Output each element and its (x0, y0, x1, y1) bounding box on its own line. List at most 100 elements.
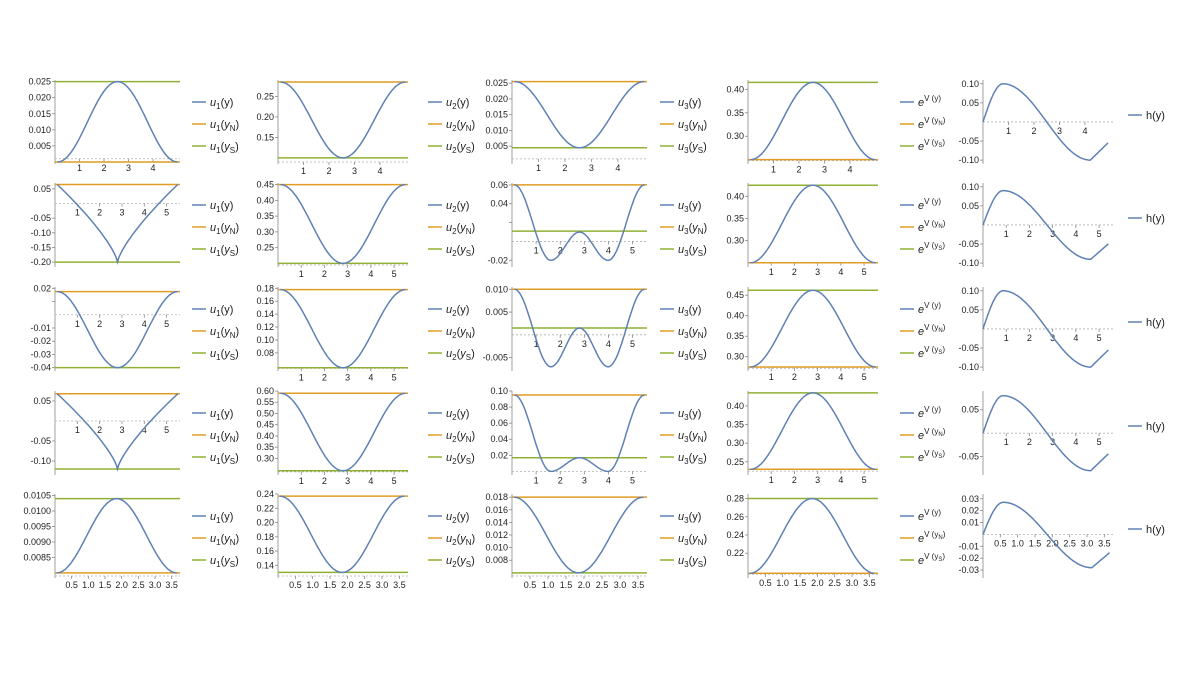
x-tick-label: 2.0 (578, 580, 591, 590)
x-tick-label: 3 (582, 475, 587, 485)
x-tick-label: 2.5 (132, 580, 145, 590)
x-tick-label: 2 (322, 269, 327, 279)
legend-label: u1(yS) (210, 555, 239, 569)
legend-label: u2(yN) (446, 222, 475, 236)
y-tick-label: -0.15 (30, 242, 51, 252)
y-tick-label: -0.03 (958, 565, 979, 575)
curve-r3-eV (750, 289, 876, 368)
x-tick-label: 2 (322, 476, 327, 486)
y-tick-label: 0.30 (256, 227, 274, 237)
legend-label: u3(yN) (678, 533, 707, 547)
x-tick-label: 2.0 (341, 580, 354, 590)
legend: h(y) (1128, 110, 1165, 122)
y-tick-label: -0.04 (30, 363, 51, 373)
x-tick-label: 2 (1027, 333, 1032, 343)
y-tick-label: 0.28 (726, 494, 744, 504)
y-tick-label: 0.16 (256, 296, 274, 306)
y-tick-label: 0.25 (256, 91, 274, 101)
y-tick-label: 0.22 (726, 548, 744, 558)
y-tick-label: 0.30 (726, 352, 744, 362)
y-tick-label: 0.50 (256, 408, 274, 418)
x-tick-label: 1 (77, 163, 82, 173)
y-tick-label: -0.10 (30, 228, 51, 238)
legend-label: u1(yS) (210, 141, 239, 155)
legend-label: u1(yN) (210, 326, 239, 340)
y-tick-label: 0.025 (28, 77, 51, 87)
x-tick-label: 3.5 (393, 580, 406, 590)
legend-label: u1(yN) (210, 222, 239, 236)
x-tick-label: 1 (769, 372, 774, 382)
y-tick-label: 0.020 (28, 93, 51, 103)
x-tick-label: 5 (862, 372, 867, 382)
curve-r4-h (982, 394, 1109, 472)
y-tick-label: 0.08 (490, 402, 508, 412)
legend-label: u1(yS) (210, 452, 239, 466)
y-tick-label: 0.012 (485, 530, 508, 540)
x-tick-label: 1.0 (82, 580, 95, 590)
y-tick-label: 0.01 (961, 518, 979, 528)
y-tick-label: 0.02 (33, 283, 51, 293)
y-tick-label: -0.01 (30, 323, 51, 333)
legend-label: u1(y) (210, 511, 233, 525)
x-tick-label: 4 (368, 372, 373, 382)
x-tick-label: 3.0 (149, 580, 162, 590)
x-tick-label: 2 (792, 267, 797, 277)
legend-label: h(y) (1146, 110, 1165, 122)
x-tick-label: 3 (589, 163, 594, 173)
x-tick-label: 2 (97, 425, 102, 435)
y-tick-label: 0.008 (485, 555, 508, 565)
curve-r5-eV (749, 497, 875, 575)
legend: u1(y) u1(yN) u1(yS) (192, 97, 239, 155)
legend-label: u3(y) (678, 97, 701, 111)
x-tick-label: 5 (630, 475, 635, 485)
x-tick-label: 0.5 (289, 580, 302, 590)
x-tick-label: 2 (1031, 126, 1036, 136)
x-tick-label: 3.0 (376, 580, 389, 590)
legend-label: u1(y) (210, 97, 233, 111)
curve-r4-eV (750, 392, 876, 471)
y-tick-label: 0.0085 (23, 552, 51, 562)
x-tick-label: 3 (119, 319, 124, 329)
y-tick-label: 0.02 (961, 506, 979, 516)
y-tick-label: 0.45 (726, 290, 744, 300)
x-tick-label: 1 (534, 339, 539, 349)
x-tick-label: 1.0 (542, 580, 555, 590)
y-tick-label: -0.02 (487, 255, 508, 265)
y-tick-label: 0.30 (726, 131, 744, 141)
x-tick-label: 3.5 (1098, 538, 1111, 548)
x-tick-label: 4 (368, 269, 373, 279)
x-tick-label: 2 (1027, 229, 1032, 239)
legend: eV (y) eV (yN) eV (yS) (900, 301, 946, 360)
x-tick-label: 3 (345, 476, 350, 486)
y-tick-label: 0.05 (961, 98, 979, 108)
x-tick-label: 1.5 (1029, 538, 1042, 548)
legend-label: h(y) (1146, 421, 1165, 433)
curve-r5-h (982, 501, 1111, 569)
legend: h(y) (1128, 421, 1165, 433)
legend-label: u1(yS) (210, 244, 239, 258)
y-tick-label: -0.10 (958, 362, 979, 372)
curve-r3-h (982, 290, 1109, 368)
y-tick-label: 0.04 (490, 199, 508, 209)
y-tick-label: 0.06 (490, 180, 508, 190)
y-tick-label: -0.10 (958, 155, 979, 165)
legend-label: eV (y) (918, 405, 941, 420)
x-tick-label: 5 (392, 372, 397, 382)
y-tick-label: -0.02 (30, 336, 51, 346)
y-tick-label: 0.03 (961, 494, 979, 504)
y-tick-label: 0.020 (485, 94, 508, 104)
legend-label: eV (y) (918, 301, 941, 316)
x-tick-label: 4 (377, 166, 382, 176)
legend-label: u2(y) (446, 97, 469, 111)
legend-label: u3(yN) (678, 326, 707, 340)
panel-r4-u3: 0.020.040.060.080.101 2 3 4 5u3(y)u3(yN)u3(y… (490, 386, 707, 485)
x-tick-label: 1 (75, 319, 80, 329)
y-tick-label: 0.025 (485, 78, 508, 88)
x-tick-label: 3.0 (1081, 538, 1094, 548)
x-tick-label: 3 (1057, 126, 1062, 136)
legend-label: u2(y) (446, 408, 469, 422)
legend-label: u2(yN) (446, 326, 475, 340)
panel-r3-u1: -0.04 -0.03 -0.02 -0.01 0.02 1 2 3 4 5 u1(y) u1(yN)… (30, 283, 239, 372)
legend: eV (y) eV (yN) eV (yS) (900, 405, 946, 464)
